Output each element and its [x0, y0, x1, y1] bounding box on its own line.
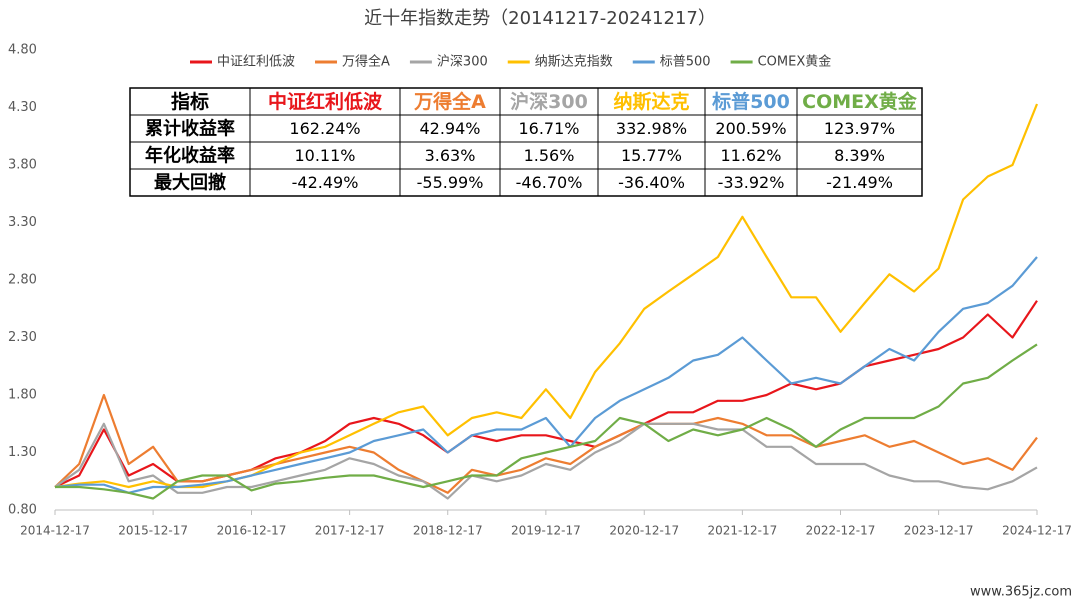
table-cell: -42.49% [292, 173, 359, 192]
table-cell: 最大回撤 [154, 172, 226, 194]
y-tick-label: 2.30 [8, 330, 37, 345]
table-header: 纳斯达克 [613, 90, 689, 113]
y-tick-label: 1.80 [8, 388, 37, 403]
x-tick-label: 2014-12-17 [20, 524, 90, 538]
x-tick-label: 2024-12-17 [1002, 524, 1072, 538]
y-tick-label: 3.30 [8, 215, 37, 230]
table-header: 沪深300 [510, 90, 588, 113]
y-tick-label: 0.80 [8, 503, 37, 518]
table-cell: 200.59% [715, 119, 786, 138]
x-tick-label: 2017-12-17 [315, 524, 385, 538]
table-cell: -55.99% [417, 173, 484, 192]
legend-label: 万得全A [342, 54, 390, 70]
table-cell: 年化收益率 [145, 145, 235, 167]
table-cell: 15.77% [621, 146, 682, 165]
table-cell: 10.11% [294, 146, 355, 165]
x-tick-label: 2023-12-17 [904, 524, 974, 538]
table-header: 标普500 [712, 90, 790, 113]
y-tick-label: 4.80 [8, 43, 37, 58]
table-cell: 42.94% [419, 119, 480, 138]
x-tick-label: 2020-12-17 [609, 524, 679, 538]
series-line [55, 343, 1038, 500]
table-header: 指标 [171, 91, 209, 113]
table-cell: 11.62% [720, 146, 781, 165]
x-tick-label: 2016-12-17 [217, 524, 287, 538]
x-tick-label: 2019-12-17 [511, 524, 581, 538]
table-cell: 332.98% [616, 119, 687, 138]
legend-label: 标普500 [660, 55, 711, 70]
x-tick-label: 2015-12-17 [118, 524, 188, 538]
legend-label: 纳斯达克指数 [535, 55, 613, 70]
table-cell: 8.39% [834, 146, 885, 165]
table-cell: -36.40% [618, 173, 685, 192]
table-cell: -33.92% [718, 173, 785, 192]
table-cell: -21.49% [826, 173, 893, 192]
series-line [54, 393, 1038, 494]
table-cell: 1.56% [524, 146, 575, 165]
table-header: 万得全A [413, 90, 486, 113]
series-line [54, 422, 1038, 500]
table-cell: 16.71% [518, 119, 579, 138]
table-cell: 123.97% [824, 119, 895, 138]
table-header: 中证红利低波 [268, 90, 383, 113]
series-line [54, 256, 1038, 494]
table-cell: -46.70% [516, 173, 583, 192]
legend-label: 沪深300 [437, 54, 488, 70]
watermark: www.365jz.com [970, 585, 1072, 600]
x-tick-label: 2021-12-17 [707, 524, 777, 538]
table-header: COMEX黄金 [802, 90, 918, 113]
y-tick-label: 2.80 [8, 273, 37, 288]
y-tick-label: 3.80 [8, 158, 37, 173]
legend-label: COMEX黄金 [758, 54, 832, 70]
x-tick-label: 2022-12-17 [806, 524, 876, 538]
x-tick-label: 2018-12-17 [413, 524, 483, 538]
table-cell: 累计收益率 [145, 118, 235, 140]
y-tick-label: 4.30 [8, 100, 37, 115]
table-cell: 3.63% [425, 146, 476, 165]
chart-title: 近十年指数走势（20141217-20241217） [364, 8, 716, 29]
y-tick-label: 1.30 [8, 445, 37, 460]
legend-label: 中证红利低波 [217, 54, 295, 70]
table-cell: 162.24% [289, 119, 360, 138]
